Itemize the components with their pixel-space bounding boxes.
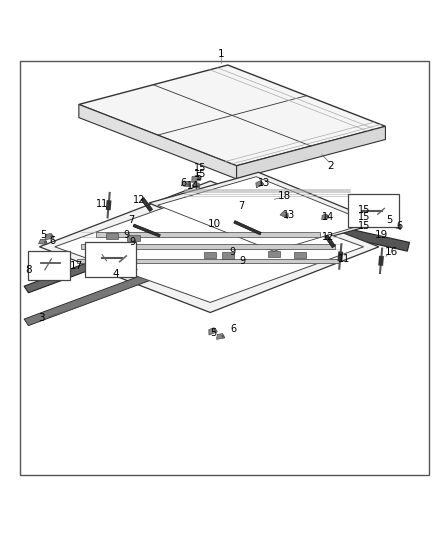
- Circle shape: [214, 329, 216, 331]
- Text: 14: 14: [321, 213, 334, 222]
- Text: 6: 6: [230, 324, 236, 334]
- Text: 13: 13: [283, 210, 295, 220]
- Polygon shape: [237, 126, 385, 179]
- Bar: [268, 251, 280, 257]
- Polygon shape: [133, 224, 160, 237]
- Text: 5: 5: [210, 328, 216, 338]
- Polygon shape: [39, 181, 379, 312]
- Polygon shape: [386, 217, 395, 224]
- Text: 5: 5: [195, 172, 201, 182]
- Text: 16: 16: [385, 247, 398, 257]
- Polygon shape: [96, 232, 320, 237]
- Circle shape: [261, 182, 262, 184]
- Text: 15: 15: [358, 213, 370, 222]
- Polygon shape: [79, 65, 385, 166]
- Polygon shape: [234, 221, 261, 235]
- Bar: [294, 252, 306, 258]
- Text: 2: 2: [327, 161, 334, 171]
- Text: 5: 5: [41, 230, 47, 240]
- Polygon shape: [79, 104, 237, 179]
- Text: 9: 9: [123, 230, 129, 240]
- Bar: [85, 243, 136, 278]
- Text: 9: 9: [240, 256, 246, 266]
- Text: 3: 3: [38, 313, 45, 323]
- Polygon shape: [81, 244, 335, 249]
- Text: 13: 13: [258, 178, 270, 188]
- Text: 1: 1: [218, 49, 225, 59]
- Polygon shape: [209, 328, 218, 335]
- Text: 11: 11: [95, 199, 108, 209]
- Polygon shape: [392, 223, 401, 230]
- Circle shape: [188, 184, 190, 185]
- Polygon shape: [45, 233, 54, 240]
- Text: 9: 9: [229, 247, 235, 257]
- Polygon shape: [289, 216, 410, 251]
- Polygon shape: [181, 181, 190, 187]
- Polygon shape: [256, 181, 264, 188]
- Polygon shape: [280, 211, 288, 219]
- Text: 19: 19: [375, 230, 389, 240]
- Text: 11: 11: [338, 254, 350, 264]
- Polygon shape: [24, 249, 217, 326]
- Text: 17: 17: [70, 261, 83, 271]
- Circle shape: [51, 236, 53, 237]
- Circle shape: [286, 215, 288, 217]
- Polygon shape: [325, 235, 335, 248]
- Polygon shape: [24, 216, 217, 293]
- Circle shape: [45, 241, 46, 243]
- Polygon shape: [149, 172, 381, 253]
- Polygon shape: [55, 191, 364, 302]
- Circle shape: [393, 221, 395, 222]
- Bar: [348, 194, 399, 227]
- Text: 7: 7: [128, 215, 134, 225]
- Polygon shape: [192, 182, 199, 188]
- Polygon shape: [322, 214, 329, 220]
- Text: 8: 8: [25, 264, 32, 274]
- Text: 6: 6: [180, 178, 186, 188]
- Bar: [222, 253, 234, 259]
- Bar: [28, 251, 70, 280]
- Text: 14: 14: [187, 181, 199, 191]
- Bar: [106, 233, 118, 239]
- Circle shape: [222, 335, 224, 337]
- Text: 12: 12: [322, 232, 335, 242]
- Circle shape: [198, 185, 199, 187]
- Text: 15: 15: [194, 168, 207, 179]
- Circle shape: [198, 177, 200, 179]
- Polygon shape: [216, 334, 225, 340]
- Circle shape: [327, 216, 328, 217]
- Polygon shape: [192, 175, 201, 182]
- Bar: [127, 235, 140, 241]
- Bar: [204, 252, 216, 258]
- Text: 9: 9: [130, 237, 136, 247]
- Text: 10: 10: [208, 219, 221, 229]
- Text: 4: 4: [113, 269, 120, 279]
- Text: 15: 15: [358, 221, 370, 231]
- Text: 15: 15: [194, 164, 207, 173]
- Polygon shape: [77, 259, 339, 263]
- Text: 6: 6: [396, 221, 403, 231]
- Text: 7: 7: [239, 201, 245, 211]
- Text: 6: 6: [49, 236, 56, 246]
- Text: 18: 18: [278, 191, 291, 201]
- Text: 5: 5: [386, 215, 392, 224]
- Polygon shape: [158, 177, 370, 251]
- Polygon shape: [141, 198, 152, 212]
- Text: 15: 15: [358, 205, 370, 215]
- Circle shape: [399, 227, 400, 228]
- Text: 12: 12: [133, 195, 145, 205]
- Polygon shape: [39, 239, 47, 245]
